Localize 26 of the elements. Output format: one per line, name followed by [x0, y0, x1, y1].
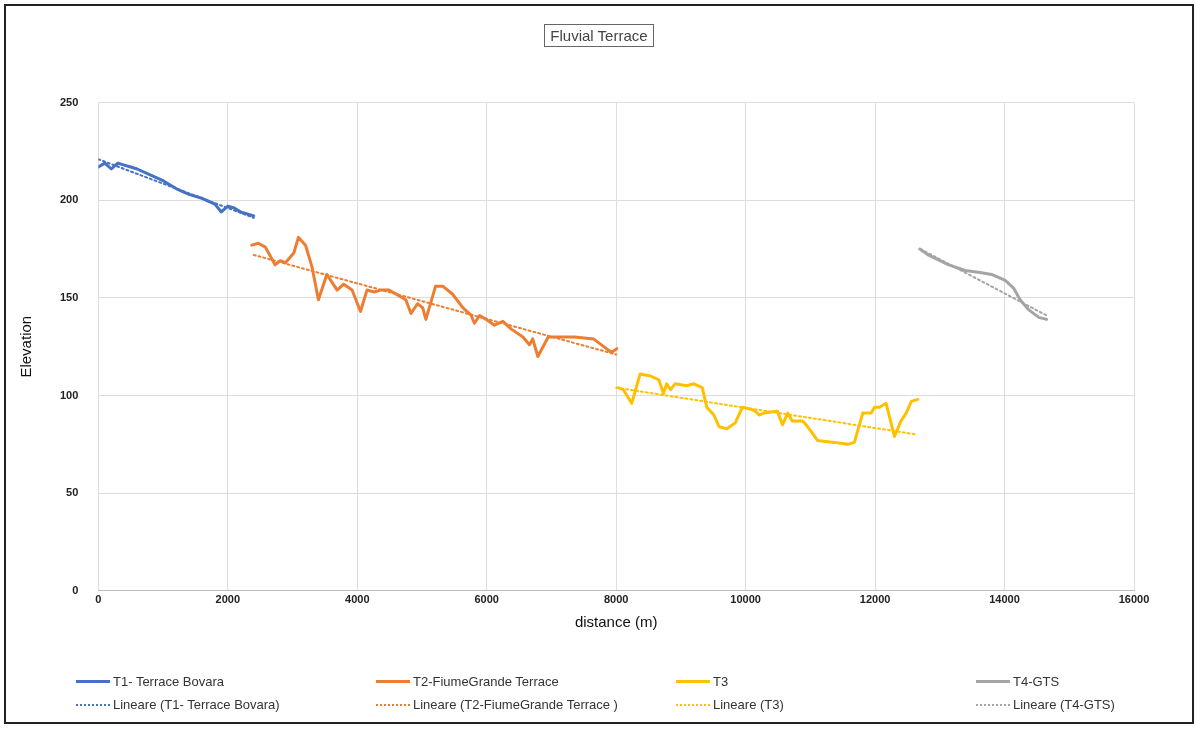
x-tick-label: 14000 — [989, 593, 1020, 606]
x-tick-label: 12000 — [859, 593, 891, 606]
legend-label: Lineare (T1- Terrace Bovara) — [113, 697, 280, 712]
y-tick-label: 200 — [59, 193, 79, 206]
x-tick-label: 0 — [95, 593, 102, 606]
legend-label: Lineare (T2-FiumeGrande Terrace ) — [413, 697, 618, 712]
x-tick-label: 16000 — [1118, 593, 1150, 606]
y-axis-title: Elevation — [17, 315, 35, 378]
y-tick-label: 250 — [59, 95, 79, 108]
legend-label: T4-GTS — [1013, 674, 1060, 689]
y-tick-label: 0 — [72, 583, 79, 596]
x-tick-label: 2000 — [215, 593, 241, 606]
legend-label: Lineare (T4-GTS) — [1013, 697, 1115, 712]
legend-label: T1- Terrace Bovara — [113, 674, 225, 689]
legend-label: Lineare (T3) — [713, 697, 784, 712]
y-tick-label: 100 — [59, 388, 79, 401]
legend-label: T2-FiumeGrande Terrace — [413, 674, 559, 689]
x-tick-label: 6000 — [474, 593, 499, 606]
y-tick-label: 50 — [66, 486, 79, 499]
y-tick-label: 150 — [59, 290, 79, 303]
chart-title: Fluvial Terrace — [544, 24, 654, 47]
legend-label: T3 — [713, 674, 729, 689]
x-axis-title: distance (m) — [574, 613, 658, 631]
x-tick-label: 8000 — [603, 593, 629, 606]
x-tick-label: 10000 — [730, 593, 761, 606]
x-tick-label: 4000 — [345, 593, 370, 606]
